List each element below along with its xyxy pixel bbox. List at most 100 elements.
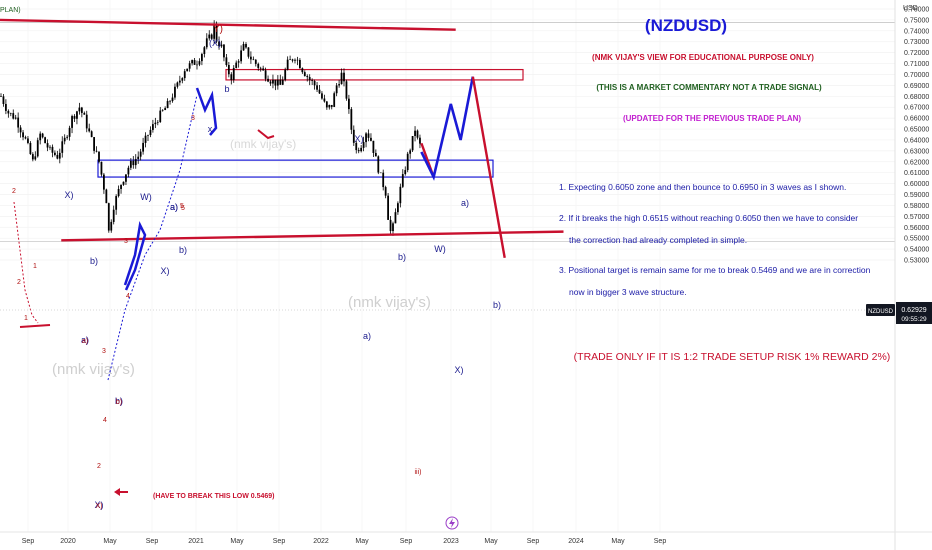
zone-blue (97, 159, 494, 178)
x-tick-label: Sep (654, 538, 667, 545)
candle-body (186, 68, 189, 72)
candle-body (142, 142, 144, 152)
wave-label-blue: b) (179, 245, 187, 255)
lightning-icon[interactable] (445, 516, 459, 530)
svg-text:NZDUSD: NZDUSD (868, 309, 894, 315)
projection-red-leg (471, 76, 506, 259)
candle-body (333, 93, 336, 107)
trendline-small (19, 324, 51, 328)
candle-body (299, 60, 301, 69)
note-3-cont: now in bigger 3 wave structure. (569, 287, 687, 297)
note-2-cont: the correction had already completed in … (569, 235, 747, 245)
x-tick-label: Sep (527, 538, 540, 545)
candle-body (250, 56, 252, 60)
wave-label-blue: X) (455, 365, 464, 375)
wave-label-red: iii) (415, 469, 422, 476)
candle-body (105, 189, 108, 204)
y-tick-label: 0.75000 (904, 17, 929, 24)
candle-body (41, 133, 44, 138)
y-tick-label: 0.70000 (904, 72, 929, 79)
candle-body (230, 74, 233, 80)
note-2: 2. If it breaks the high 0.6515 without … (559, 213, 858, 223)
x-tick-label: Sep (22, 538, 35, 545)
candle-body (58, 152, 61, 159)
last-price-value: 0.62929 (901, 307, 926, 314)
candle-body (196, 64, 198, 66)
candle-body (232, 67, 235, 80)
wave-label-red: Y) (213, 24, 223, 35)
candle-body (350, 109, 353, 130)
candle-body (36, 140, 39, 157)
candle-body (125, 174, 127, 182)
chart-title: (NZDUSD) (645, 16, 727, 35)
candle-body (71, 116, 73, 128)
candle-body (245, 44, 247, 48)
candle-body (139, 151, 142, 157)
candle-body (374, 152, 377, 157)
candle-body (284, 69, 287, 80)
candle-body (343, 72, 345, 82)
wave-label-red: 5 (181, 205, 185, 212)
wave-label-blue: x (208, 124, 213, 134)
watermark-center: (nmk vijay's) (348, 294, 431, 311)
price-axis[interactable]: USD 0.76000 0.75000 0.74000 0.73000 0.72000 0… (894, 0, 929, 550)
disclaimer-line-2: (THIS IS A MARKET COMMENTARY NOT A TRADE… (596, 83, 822, 92)
candle-body (264, 70, 267, 79)
wave-label-blue: a) (170, 202, 178, 212)
candle-body (183, 71, 186, 79)
candle-body (257, 63, 260, 68)
candle-body (220, 44, 223, 47)
trendline (0, 18, 456, 31)
blue-wave-sketch-mid (123, 221, 147, 291)
note-3: 3. Positional target is remain same for … (559, 265, 871, 275)
wave-label-blue: (X) (209, 38, 221, 48)
candle-body (279, 79, 282, 85)
candle-body (149, 129, 152, 136)
x-tick-label: May (484, 538, 498, 545)
wave-label-red: 3 (191, 115, 195, 122)
candle-body (166, 101, 169, 109)
price-candles (0, 20, 421, 236)
wave-label-blue: X) (95, 500, 104, 510)
candle-body (56, 154, 59, 159)
y-tick-label: 0.66000 (904, 116, 929, 123)
candle-body (68, 127, 71, 137)
candle-body (394, 212, 397, 224)
projection-blue-waves (420, 76, 475, 181)
candle-body (296, 59, 299, 61)
candle-body (311, 80, 314, 81)
candle-body (316, 85, 318, 90)
candle-body (2, 96, 5, 104)
grid-lines (0, 0, 895, 532)
candle-body (129, 160, 132, 168)
candle-body (7, 110, 10, 114)
candle-body (193, 60, 196, 65)
wave-label-blue: W) (434, 244, 446, 254)
wave-label-red: 4 (126, 293, 130, 300)
candle-body (372, 140, 375, 153)
candle-body (174, 86, 176, 98)
candle-body (379, 172, 382, 174)
time-axis[interactable]: Sep 2020 May Sep 2021 May Sep 2022 May Sep 2023 May… (0, 531, 932, 545)
candle-body (19, 127, 22, 133)
candle-body (242, 44, 245, 51)
candle-body (325, 101, 328, 108)
candle-body (362, 142, 365, 148)
x-tick-label: May (103, 538, 117, 545)
candle-body (201, 54, 203, 62)
candle-body (382, 172, 385, 188)
wave-label-blue: X) (355, 134, 364, 144)
candle-body (188, 63, 191, 69)
candle-body (419, 137, 421, 144)
wave-labels: (X)bX)X)b)W)a)a)b)X)W)a)b)X)a)b)xb)a)X)Y… (12, 24, 501, 510)
y-tick-label: 0.59000 (904, 192, 929, 199)
candle-body (152, 124, 154, 130)
candle-body (134, 159, 137, 166)
candle-body (63, 137, 66, 142)
last-price-tag: 0.62929 09:55:29 (896, 302, 932, 324)
disclaimer-line-1: (NMK VIJAY'S VIEW FOR EDUCATIONAL PURPOS… (592, 53, 814, 62)
candle-body (225, 57, 228, 65)
y-tick-label: 0.67000 (904, 105, 929, 112)
candle-body (367, 133, 370, 138)
